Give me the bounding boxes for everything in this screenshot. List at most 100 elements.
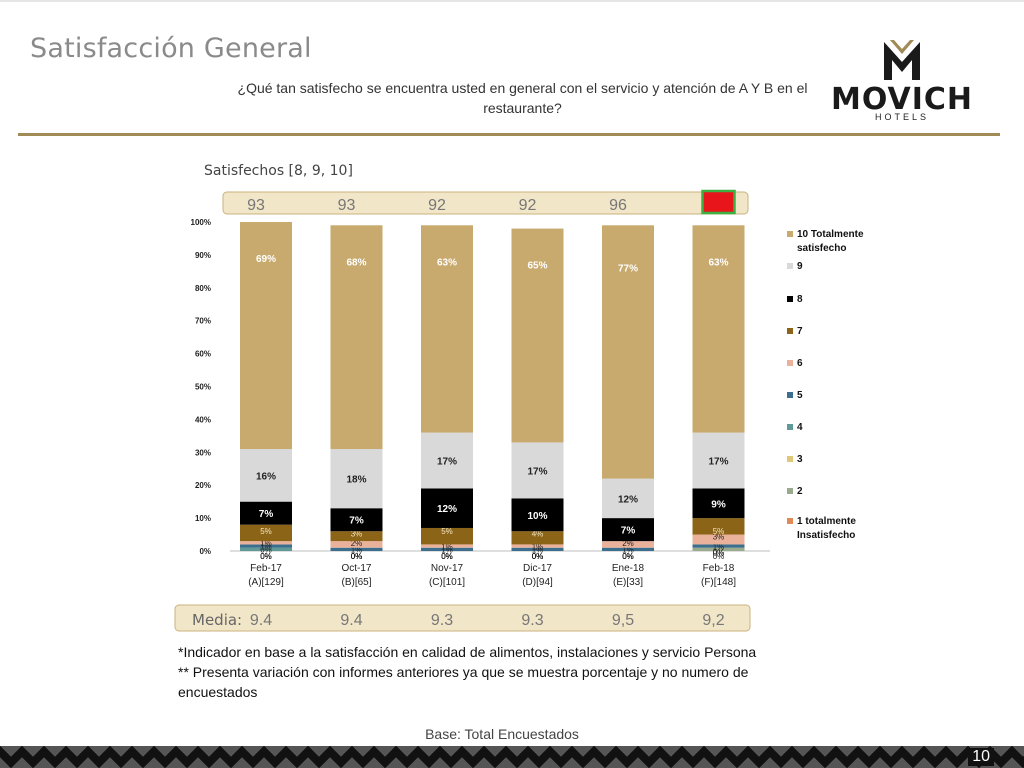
data-label: 0%	[441, 552, 453, 561]
data-label: 3%	[351, 529, 363, 538]
x-tick-label: (C)[101]	[429, 577, 465, 588]
data-label: 63%	[437, 257, 457, 268]
bar-segment	[511, 531, 564, 545]
x-tick-label: Oct-17	[341, 563, 371, 574]
data-label: 7%	[259, 509, 274, 520]
x-tick-label: (E)[33]	[613, 577, 643, 588]
data-label: 12%	[618, 494, 638, 505]
bar-segment	[692, 518, 745, 535]
bar-segment	[330, 225, 383, 450]
bar-segment	[421, 432, 473, 489]
satisfechos-value: 93	[338, 197, 356, 214]
media-value: 9.4	[250, 612, 272, 629]
satisfechos-value: 92	[519, 197, 537, 214]
legend-label: 7	[797, 326, 803, 337]
bar-segment	[240, 449, 292, 502]
legend-swatch	[787, 360, 793, 366]
bar-segment	[330, 449, 383, 509]
bar-segment	[692, 225, 745, 433]
legend-label: 10 Totalmente	[797, 229, 864, 240]
x-tick-label: (B)[65]	[341, 577, 371, 588]
bar-segment	[421, 225, 473, 433]
y-tick-label: 20%	[195, 481, 211, 490]
bar-segment	[511, 547, 564, 551]
data-label: 0%	[351, 552, 363, 561]
satisfechos-band-bg	[222, 191, 749, 215]
y-tick-label: 40%	[195, 415, 211, 424]
media-value: 9,2	[702, 612, 724, 629]
x-tick-label: (A)[129]	[248, 577, 284, 588]
data-label: 1%	[441, 542, 453, 551]
data-label: 63%	[708, 257, 728, 268]
bar-segment	[602, 541, 654, 548]
legend-label: 8	[797, 294, 803, 305]
x-tick-label: Dic-17	[523, 563, 552, 574]
data-label: 1%	[622, 546, 634, 555]
data-label: 16%	[256, 471, 276, 482]
data-label: 0%	[351, 552, 363, 561]
data-label: 18%	[346, 475, 366, 486]
bar-segment	[330, 547, 383, 551]
data-label: 0%	[532, 552, 544, 561]
data-label: 0%	[260, 546, 272, 555]
data-label: 0%	[532, 552, 544, 561]
y-tick-label: 50%	[195, 383, 211, 392]
movich-logo: MOVICH HOTELS	[812, 36, 992, 122]
bar-segment	[330, 531, 383, 542]
bars: 0%0%0%0%1%1%5%7%16%69%0%0%0%0%1%2%3%7%18…	[240, 222, 745, 561]
bar-segment	[421, 544, 473, 548]
data-label: 0%	[260, 552, 272, 561]
data-label: 77%	[618, 263, 638, 274]
legend-swatch	[787, 263, 793, 269]
media-value: 9,5	[612, 612, 634, 629]
data-label: 0%	[713, 552, 725, 561]
bar-segment	[330, 541, 383, 548]
legend-label: satisfecho	[797, 243, 846, 254]
bar-segment	[602, 518, 654, 542]
x-tick-label: Ene-18	[612, 563, 645, 574]
bar-segment	[602, 478, 654, 519]
footnote-1: *Indicador en base a la satisfacción en …	[178, 644, 757, 660]
y-tick-label: 0%	[199, 547, 211, 556]
page-title: Satisfacción General	[30, 33, 312, 64]
data-label: 0%	[713, 549, 725, 558]
satisfechos-band: 93 93 92 92 96	[222, 189, 749, 215]
bar-segment	[511, 442, 564, 499]
data-label: 17%	[437, 457, 457, 468]
data-label: 0%	[622, 552, 634, 561]
data-label: 2%	[622, 539, 634, 548]
legend-label: 3	[797, 454, 803, 465]
legend-swatch	[787, 392, 793, 398]
y-tick-label: 70%	[195, 317, 211, 326]
legend-label: 9	[797, 261, 803, 272]
legend-label: 2	[797, 486, 803, 497]
bar-segment	[692, 547, 745, 551]
media-band-bg	[174, 604, 751, 632]
bar-segment	[240, 222, 292, 450]
data-label: 69%	[256, 254, 276, 265]
data-label: 0%	[622, 552, 634, 561]
footer-pattern	[0, 746, 1024, 768]
data-label: 7%	[349, 516, 364, 527]
data-label: 9%	[711, 499, 726, 510]
bar-segment	[602, 547, 654, 551]
legend-label: 6	[797, 358, 803, 369]
data-label: 0%	[260, 552, 272, 561]
bar-segment	[692, 432, 745, 489]
bar-segment	[602, 225, 654, 479]
footnote-2: ** Presenta variación con informes anter…	[178, 664, 749, 700]
y-tick-label: 60%	[195, 350, 211, 359]
bar-segment	[511, 544, 564, 548]
legend-swatch	[787, 296, 793, 302]
bar-segment	[692, 488, 745, 519]
y-tick-label: 100%	[191, 218, 211, 227]
data-label: 1%	[532, 542, 544, 551]
x-tick-label: Feb-17	[250, 563, 282, 574]
data-label: 0%	[532, 552, 544, 561]
data-label: 0%	[532, 552, 544, 561]
data-label: 0%	[441, 552, 453, 561]
data-label: 1%	[351, 546, 363, 555]
legend-swatch	[787, 424, 793, 430]
top-border	[0, 0, 1024, 2]
x-tick-label: Nov-17	[431, 563, 464, 574]
